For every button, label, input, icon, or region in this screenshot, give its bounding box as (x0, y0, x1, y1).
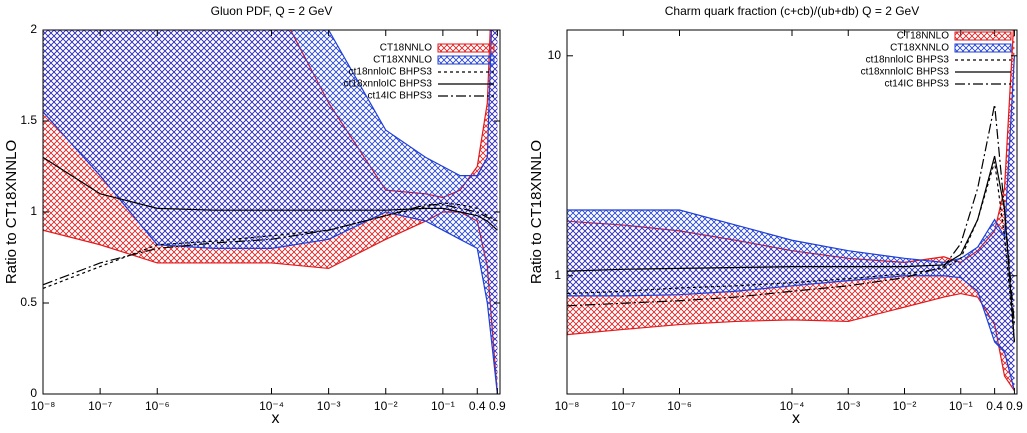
x-axis-label: x (272, 410, 280, 427)
y-tick-label: 0 (30, 386, 37, 400)
legend-swatch (954, 31, 1012, 41)
x-tick-label: 10⁻⁶ (667, 399, 692, 413)
line (567, 161, 1016, 343)
y-tick-label: 1.5 (20, 113, 37, 127)
y-tick-label: 1 (30, 204, 37, 218)
band-edge (567, 275, 1016, 391)
x-tick-label: 10⁻¹ (431, 399, 455, 413)
line (43, 156, 498, 231)
legend-label: ct18nnloIC BHPS3 (866, 55, 950, 66)
x-tick-label: 10⁻⁶ (145, 399, 170, 413)
x-tick-label: 10⁻¹ (949, 399, 973, 413)
x-axis-label: x (792, 410, 800, 427)
x-tick-label: 10⁻³ (836, 399, 860, 413)
legend-label: ct18xnnloIC BHPS3 (344, 79, 433, 90)
x-tick-label: 0.9 (489, 399, 506, 413)
legend-swatch (954, 43, 1012, 53)
x-tick-label: 0.9 (1006, 399, 1023, 413)
line (43, 202, 498, 290)
band (567, 55, 1015, 391)
x-tick-label: 10⁻³ (317, 399, 341, 413)
line (43, 204, 498, 286)
plot-area (43, 30, 498, 394)
panel: Charm quark fraction (c+cb)/(ub+db) Q = … (528, 4, 1023, 427)
line (567, 104, 1016, 325)
legend-label: ct14IC BHPS3 (885, 79, 950, 90)
legend-label: ct18xnnloIC BHPS3 (861, 67, 950, 78)
y-tick-label: 1 (554, 268, 561, 282)
x-tick-label: 10⁻⁷ (611, 399, 635, 413)
x-tick-label: 10⁻² (893, 399, 917, 413)
x-tick-label: 0.4 (986, 399, 1003, 413)
x-tick-label: 10⁻⁴ (259, 399, 284, 413)
legend-swatch (437, 55, 495, 65)
legend-label: CT18NNLO (380, 43, 432, 54)
x-tick-label: 10⁻⁷ (88, 399, 112, 413)
y-tick-label: 0.5 (20, 295, 37, 309)
x-tick-label: 0.4 (469, 399, 486, 413)
chart-title: Charm quark fraction (c+cb)/(ub+db) Q = … (665, 4, 919, 18)
y-tick-label: 2 (30, 22, 37, 36)
legend-swatch (437, 43, 495, 53)
x-tick-label: 10⁻⁴ (780, 399, 805, 413)
plot-area (567, 30, 1016, 392)
y-axis-label: Ratio to CT18XNNLO (3, 140, 20, 284)
y-tick-label: 10 (548, 48, 562, 62)
x-tick-label: 10⁻⁸ (555, 399, 580, 413)
legend-label: ct18nnloIC BHPS3 (349, 67, 433, 78)
legend-label: CT18NNLO (897, 31, 949, 42)
band-edge (327, 30, 493, 177)
legend-label: CT18XNNLO (373, 55, 432, 66)
y-axis-label: Ratio to CT18XNNLO (528, 140, 545, 284)
legend-label: CT18XNNLO (890, 43, 949, 54)
x-tick-label: 10⁻⁸ (31, 399, 56, 413)
band-edge (567, 55, 1016, 264)
legend-label: ct14IC BHPS3 (368, 91, 433, 102)
chart-title: Gluon PDF, Q = 2 GeV (211, 4, 333, 18)
line (567, 155, 1016, 343)
x-tick-label: 10⁻² (374, 399, 398, 413)
band (43, 30, 498, 394)
